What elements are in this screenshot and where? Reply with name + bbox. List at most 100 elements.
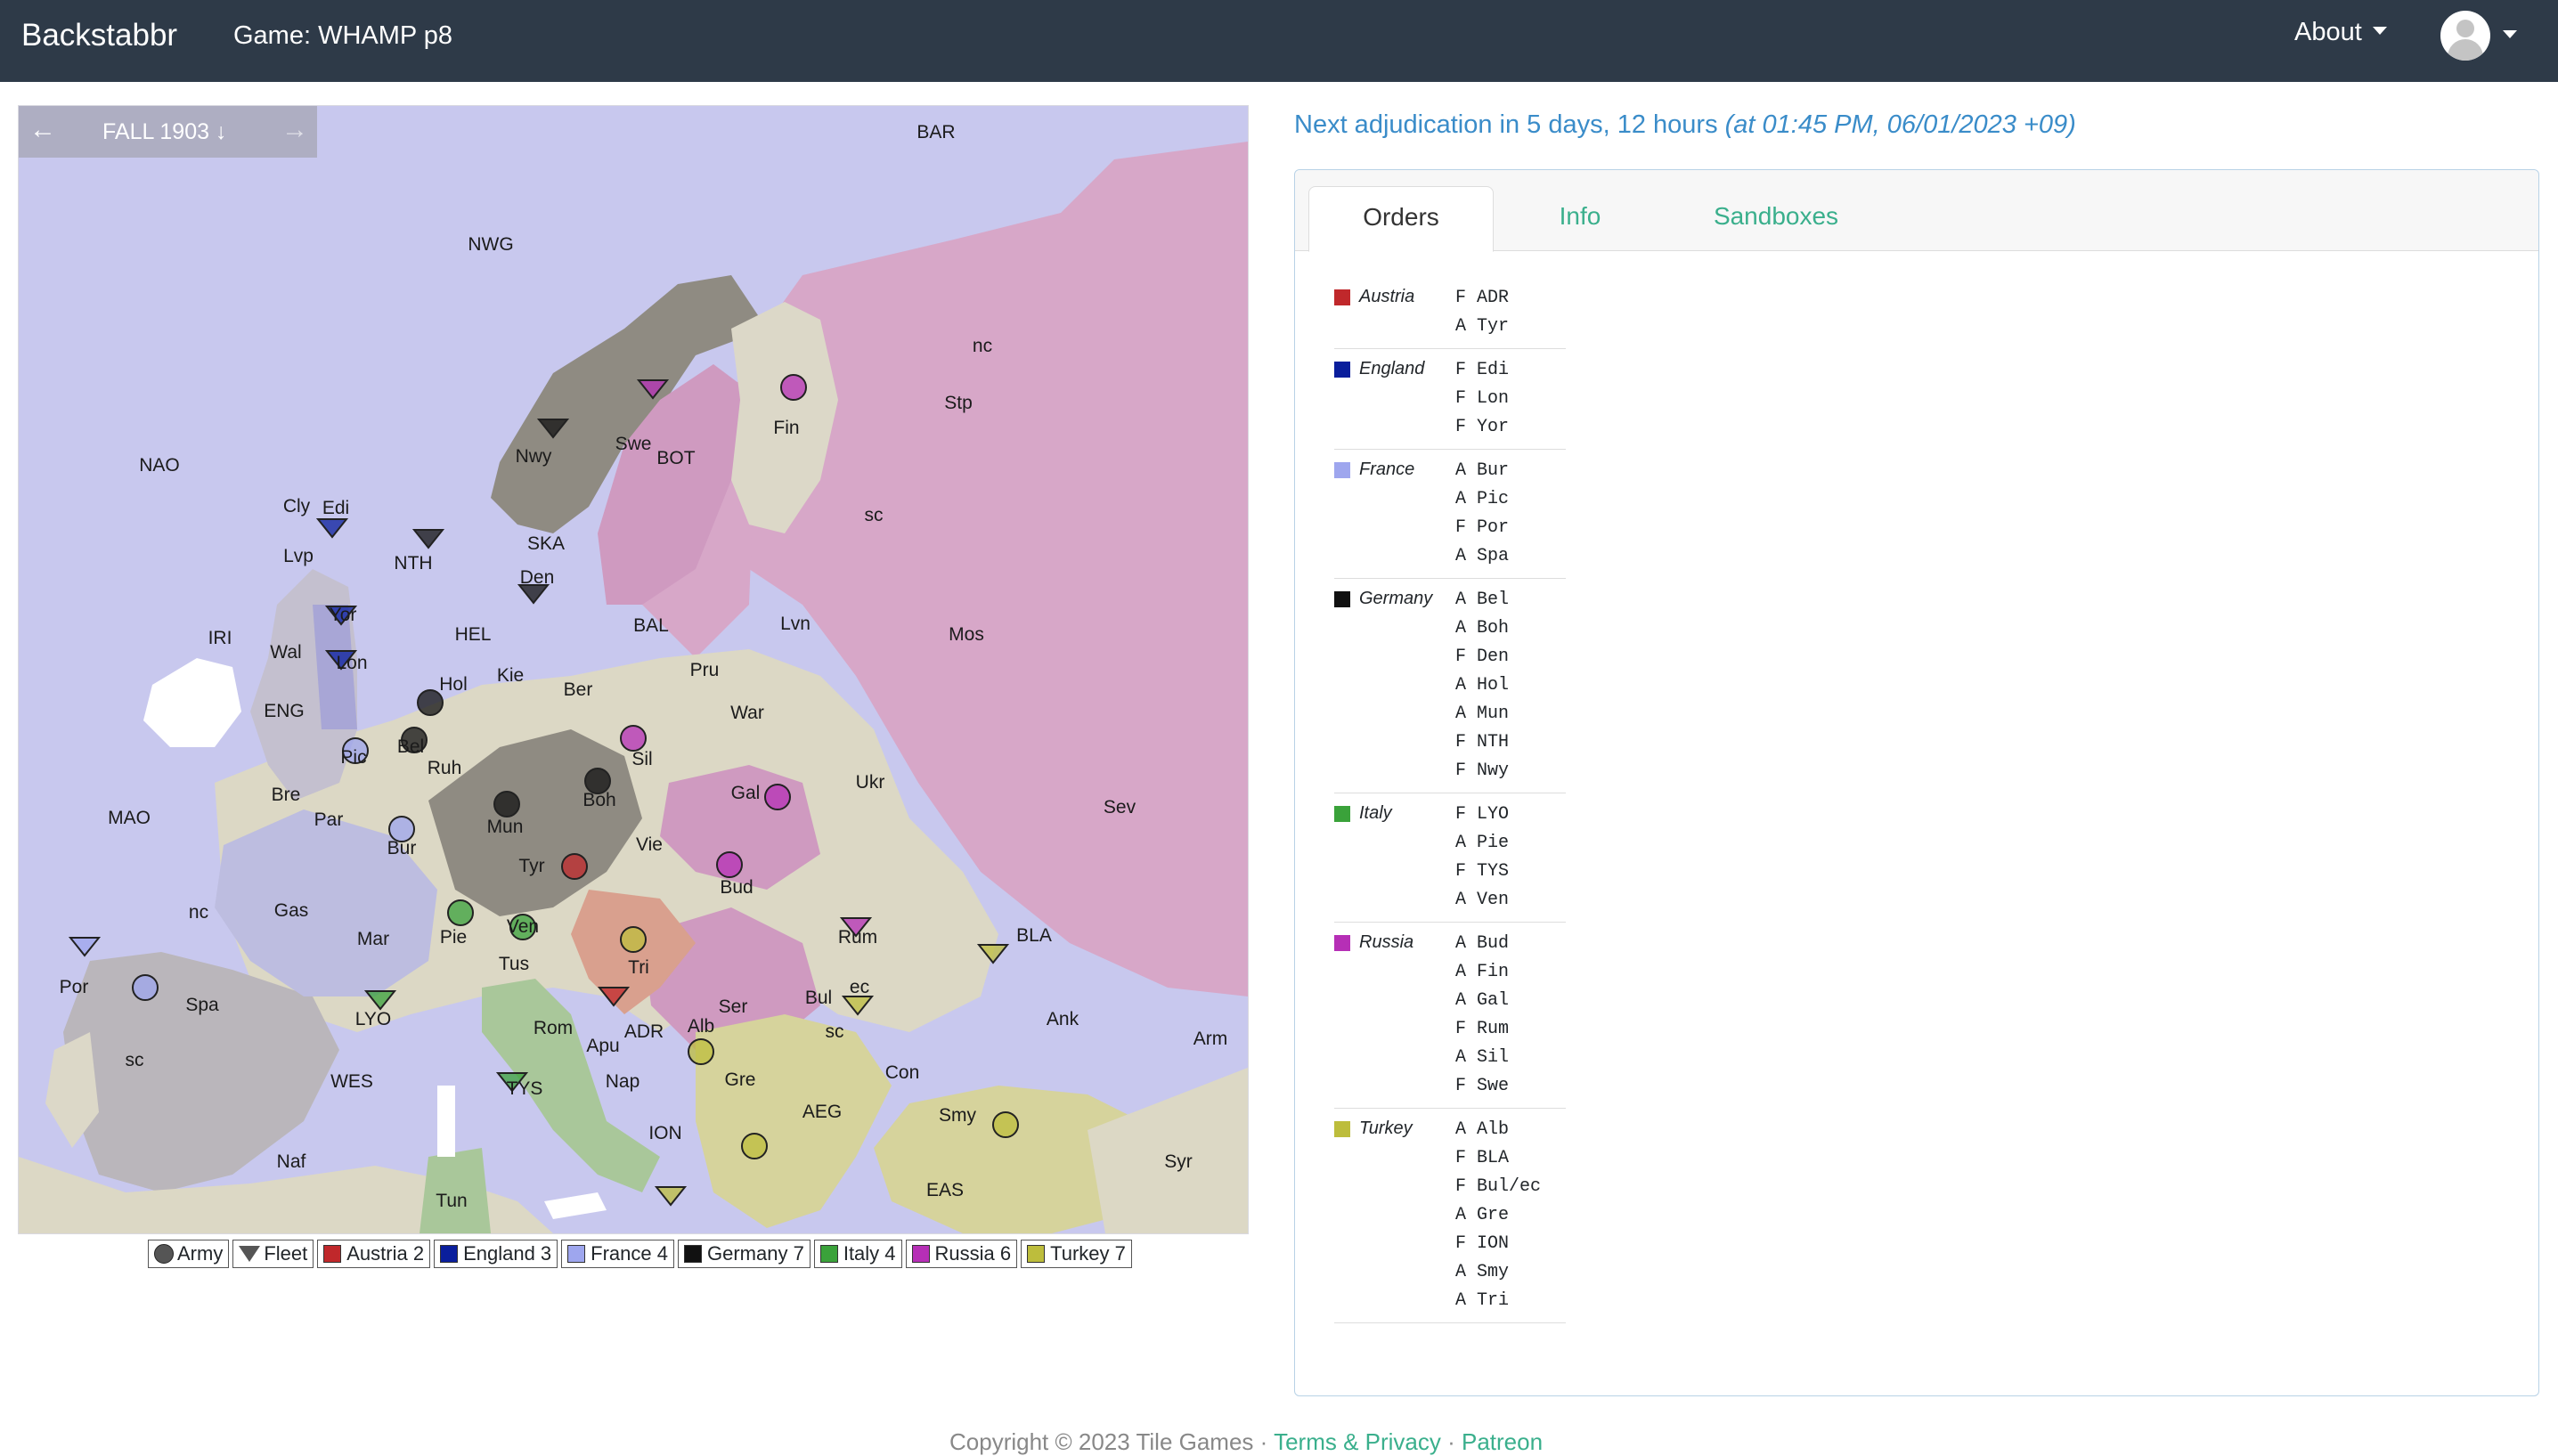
nation-name: England xyxy=(1334,356,1455,442)
army-unit-icon[interactable] xyxy=(780,374,807,401)
phase-label[interactable]: FALL 1903 ↓ xyxy=(102,119,227,144)
order-line: F Nwy xyxy=(1455,761,1510,781)
army-unit-icon[interactable] xyxy=(741,1133,768,1159)
order-line: F BLA xyxy=(1455,1148,1510,1168)
territory-label: Fin xyxy=(773,418,799,438)
fleet-unit-icon[interactable] xyxy=(841,996,875,1016)
territory-label: ENG xyxy=(264,701,305,721)
army-unit-icon[interactable] xyxy=(417,689,444,716)
fleet-unit-icon[interactable] xyxy=(68,937,102,957)
fleet-unit-icon[interactable] xyxy=(324,650,358,671)
army-unit-icon[interactable] xyxy=(992,1111,1019,1138)
army-unit-icon[interactable] xyxy=(716,851,743,878)
territory-label: Yor xyxy=(330,605,357,625)
army-unit-icon[interactable] xyxy=(493,791,520,817)
color-swatch xyxy=(440,1245,459,1263)
phase-navigator: ← FALL 1903 ↓ → xyxy=(19,106,317,158)
army-unit-icon[interactable] xyxy=(388,816,415,842)
army-icon xyxy=(154,1244,174,1264)
fleet-unit-icon[interactable] xyxy=(495,1072,529,1093)
army-unit-icon[interactable] xyxy=(342,737,369,764)
fleet-unit-icon[interactable] xyxy=(597,987,631,1007)
territory-label: EAS xyxy=(926,1180,964,1200)
territory-label: Lon xyxy=(336,653,367,673)
fleet-unit-icon[interactable] xyxy=(363,990,397,1011)
fleet-unit-icon[interactable] xyxy=(976,944,1010,964)
army-unit-icon[interactable] xyxy=(447,899,474,926)
order-line: A Boh xyxy=(1455,618,1510,639)
territory-label: NAO xyxy=(139,455,180,476)
arrow-right-icon[interactable]: → xyxy=(281,115,308,144)
about-menu[interactable]: About xyxy=(2294,14,2387,50)
nation-color-swatch xyxy=(1334,591,1350,607)
map-canvas[interactable]: BAR NWG NAO Cly Edi Lvp NTH Nwy Swe Fin Stp nc sc BOT… xyxy=(19,106,1248,1233)
fleet-unit-icon[interactable] xyxy=(324,606,358,626)
terms-link[interactable]: Terms & Privacy xyxy=(1274,1428,1441,1455)
brand-logo[interactable]: Backstabbr xyxy=(21,18,178,53)
avatar xyxy=(2440,11,2490,61)
chevron-down-icon xyxy=(2372,26,2387,35)
army-unit-icon[interactable] xyxy=(620,725,647,752)
territory-label: Bre xyxy=(272,785,301,805)
nation-color-swatch xyxy=(1334,806,1350,822)
territory-label: Par xyxy=(314,809,344,830)
territory-label: Alb xyxy=(688,1016,714,1037)
arrow-left-icon[interactable]: ← xyxy=(29,115,56,144)
army-unit-icon[interactable] xyxy=(561,853,588,880)
army-unit-icon[interactable] xyxy=(401,727,428,753)
adjudication-countdown: Next adjudication in 5 days, 12 hours xyxy=(1294,110,1718,139)
territory-label: WES xyxy=(330,1071,373,1092)
nation-orders-row: Turkey A Alb F BLA F Bul/ec A Gre F ION A Smy A… xyxy=(1334,1109,1566,1323)
legend-label: England 3 xyxy=(463,1242,552,1265)
army-unit-icon[interactable] xyxy=(688,1038,714,1065)
fleet-unit-icon[interactable] xyxy=(517,584,550,605)
fleet-unit-icon[interactable] xyxy=(315,518,349,539)
order-line: A Ven xyxy=(1455,890,1510,910)
army-unit-icon[interactable] xyxy=(132,974,159,1001)
territory-label: BLA xyxy=(1016,925,1052,946)
territory-label: Con xyxy=(885,1062,920,1083)
fleet-unit-icon[interactable] xyxy=(411,529,445,549)
territory-label: Nap xyxy=(606,1071,640,1092)
army-unit-icon[interactable] xyxy=(764,784,791,810)
territory-label: sc xyxy=(126,1050,144,1070)
tab-sandboxes[interactable]: Sandboxes xyxy=(1713,202,1839,230)
adjudication-time: (at 01:45 PM, 06/01/2023 +09) xyxy=(1724,110,2076,139)
tab-info[interactable]: Info xyxy=(1559,202,1601,230)
nation-color-swatch xyxy=(1334,362,1350,378)
territory-label: Naf xyxy=(277,1151,306,1172)
copyright: Copyright © 2023 Tile Games xyxy=(949,1428,1254,1455)
navbar: Backstabbr Game: WHAMP p8 About xyxy=(0,0,2558,82)
fleet-unit-icon[interactable] xyxy=(839,917,873,938)
order-line: F Yor xyxy=(1455,417,1510,437)
fleet-unit-icon[interactable] xyxy=(636,379,670,400)
territory-label: LYO xyxy=(355,1009,391,1029)
army-unit-icon[interactable] xyxy=(509,914,536,940)
nation-orders-row: Russia A Bud A Fin A Gal F Rum A Sil F Swe xyxy=(1334,923,1566,1109)
territory-label: Tus xyxy=(499,954,529,974)
order-lines: A Bel A Boh F Den A Hol A Mun F NTH F Nwy xyxy=(1455,586,1509,785)
fleet-unit-icon[interactable] xyxy=(536,419,570,439)
nation-name: Turkey xyxy=(1334,1116,1455,1315)
order-lines: F ADR A Tyr xyxy=(1455,284,1509,341)
order-line: A Spa xyxy=(1455,546,1510,566)
territory-label: Bud xyxy=(720,877,753,898)
territory-label: BOT xyxy=(656,448,695,468)
order-line: F ION xyxy=(1455,1233,1510,1254)
orders-list: Austria F ADR A Tyr England F Edi F Lon F Yor F… xyxy=(1334,277,1566,1323)
order-line: A Sil xyxy=(1455,1047,1510,1068)
army-unit-icon[interactable] xyxy=(620,926,647,953)
tab-orders[interactable]: Orders xyxy=(1308,186,1494,252)
fleet-unit-icon[interactable] xyxy=(654,1186,688,1207)
nation-color-swatch xyxy=(1334,289,1350,305)
territory-label: Rom xyxy=(534,1018,573,1038)
patreon-link[interactable]: Patreon xyxy=(1462,1428,1544,1455)
nation-orders-row: Italy F LYO A Pie F TYS A Ven xyxy=(1334,793,1566,923)
legend-label: Fleet xyxy=(264,1242,308,1265)
chevron-down-icon xyxy=(2503,29,2517,38)
army-unit-icon[interactable] xyxy=(584,768,611,794)
legend-item: France 4 xyxy=(561,1240,674,1268)
game-title[interactable]: Game: WHAMP p8 xyxy=(233,21,453,50)
diplomacy-map[interactable]: BAR NWG NAO Cly Edi Lvp NTH Nwy Swe Fin Stp nc sc BOT… xyxy=(18,105,1249,1234)
user-menu[interactable] xyxy=(2440,11,2517,61)
